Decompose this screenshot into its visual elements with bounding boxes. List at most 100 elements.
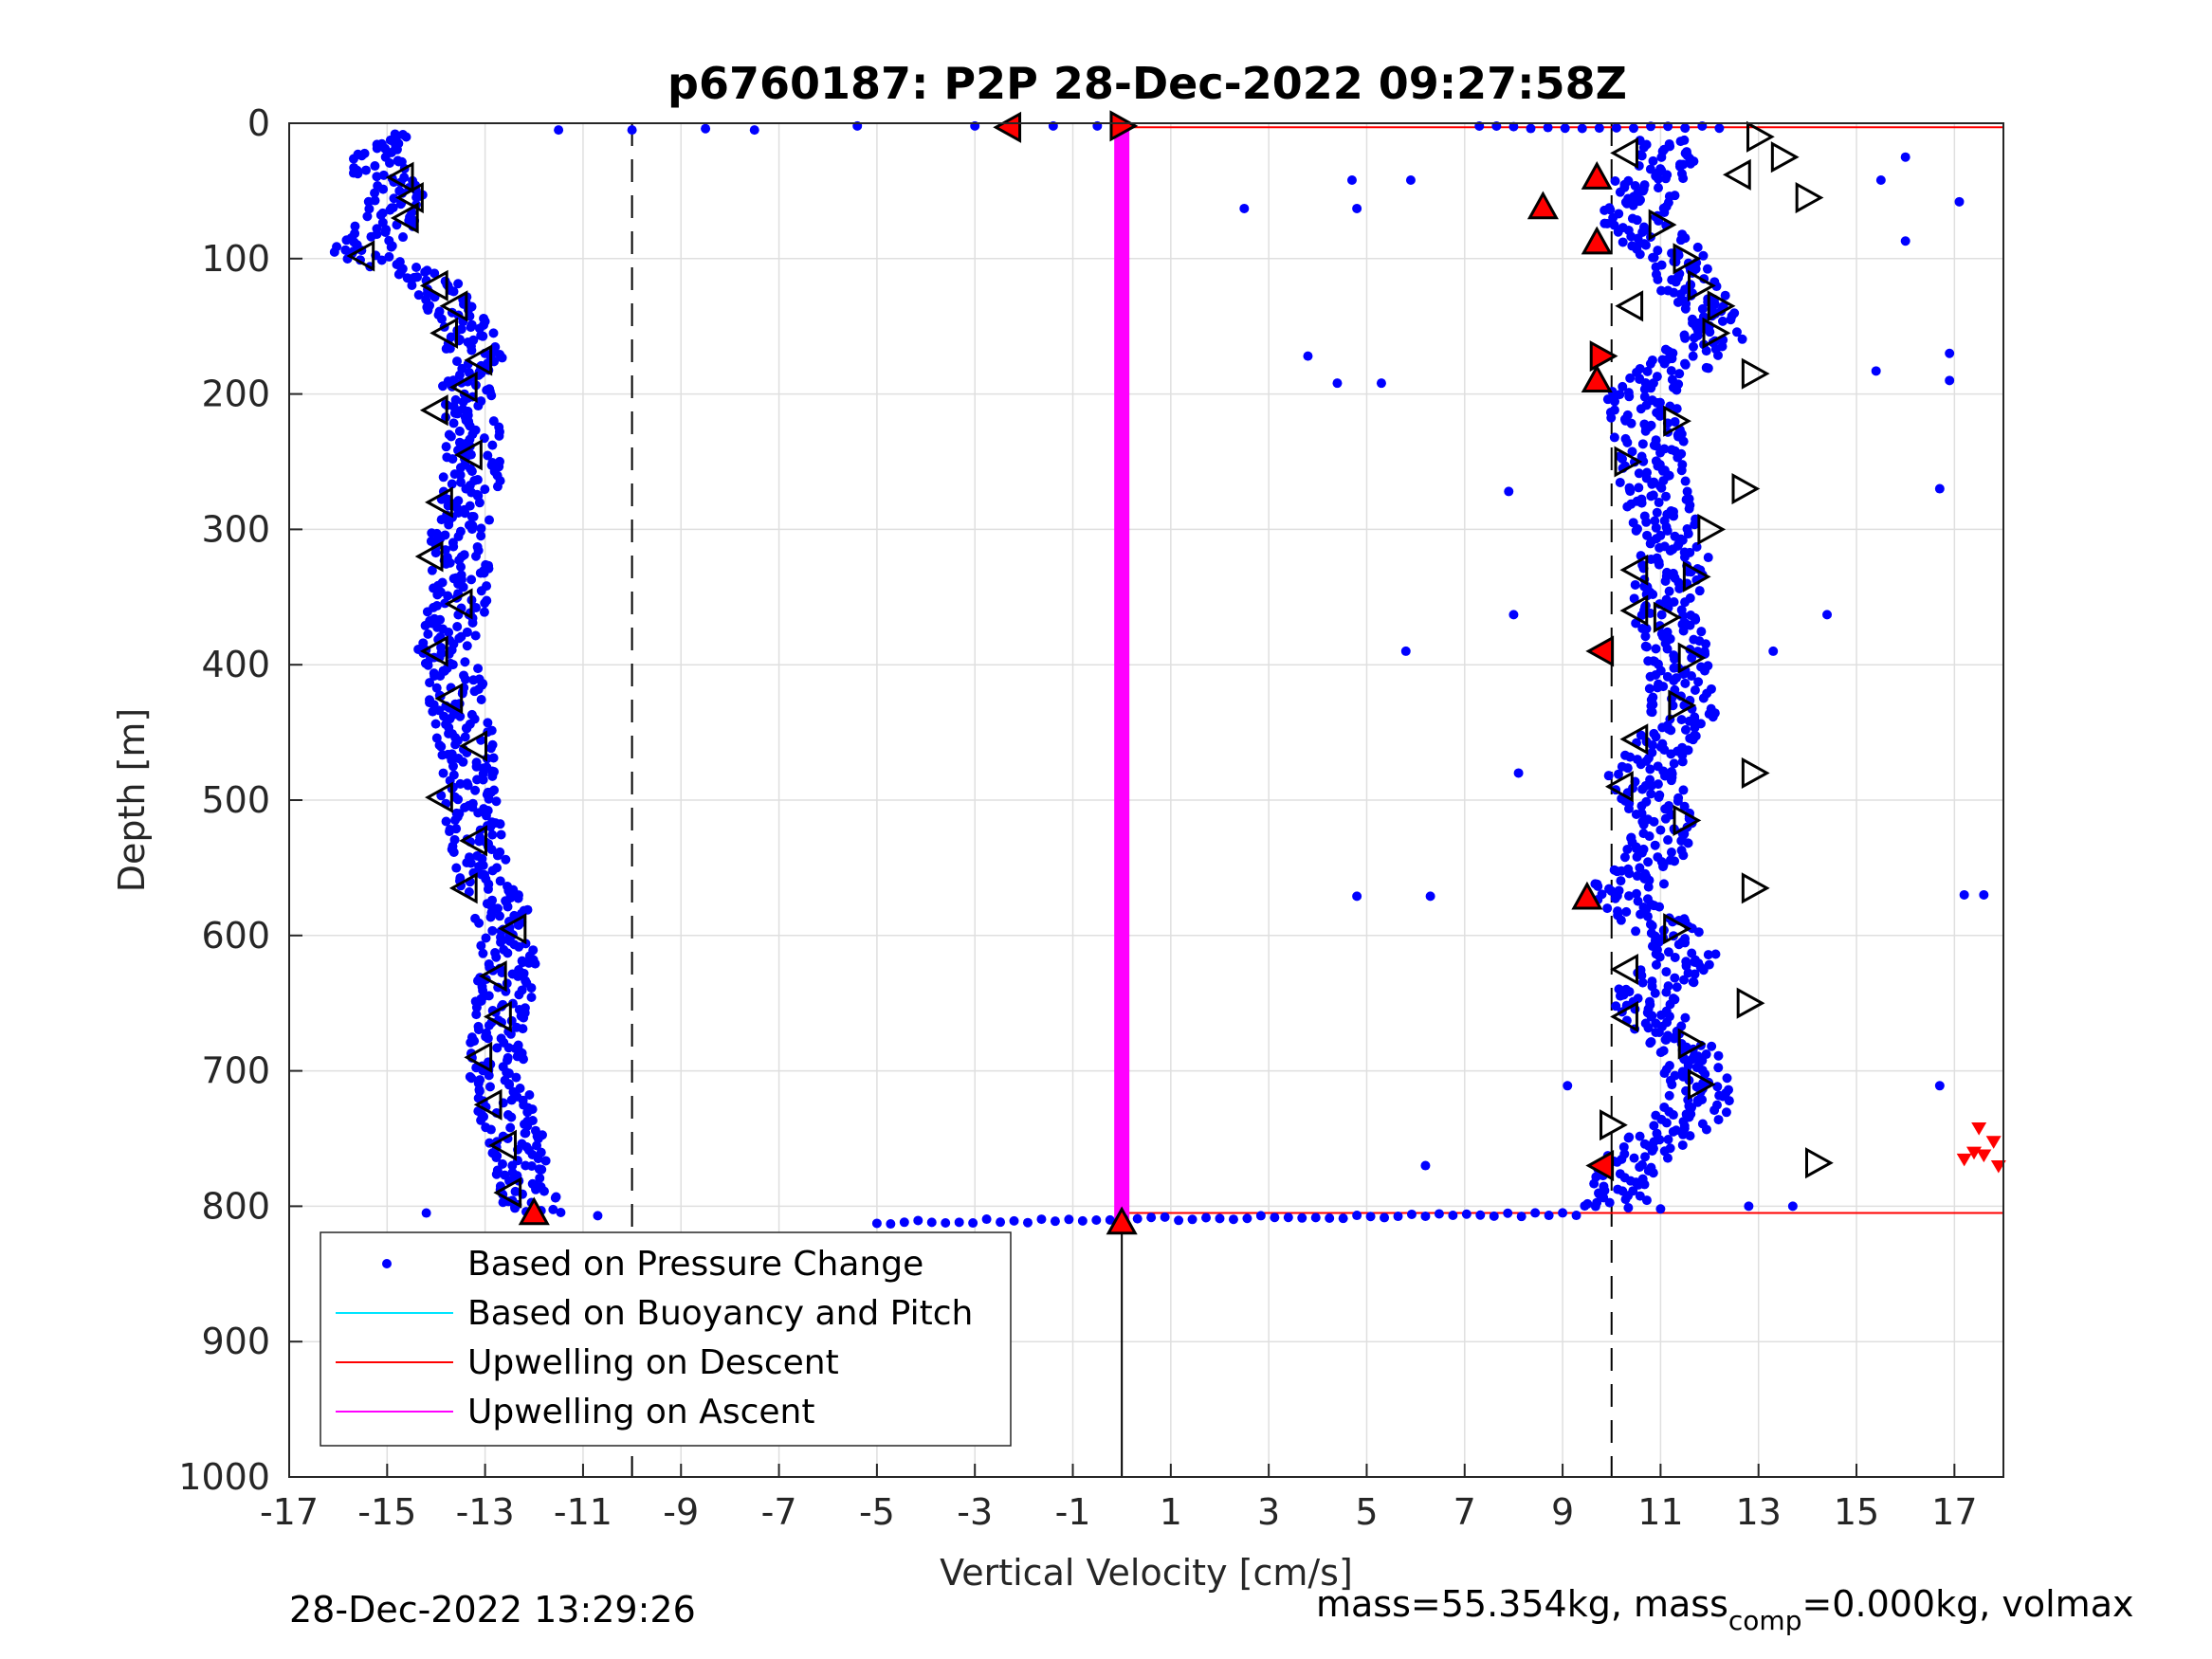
data-point bbox=[1875, 174, 1886, 185]
data-point bbox=[375, 210, 386, 220]
data-point bbox=[1635, 249, 1645, 260]
data-point bbox=[1434, 1209, 1444, 1219]
data-point bbox=[1653, 274, 1663, 284]
data-point bbox=[1297, 1212, 1307, 1223]
x-tick-label: -15 bbox=[357, 1491, 416, 1533]
x-tick-label: 3 bbox=[1257, 1491, 1280, 1533]
data-point bbox=[441, 558, 451, 569]
red-triangle-marker bbox=[518, 1196, 550, 1226]
data-point bbox=[401, 132, 411, 142]
data-point bbox=[1721, 1107, 1731, 1118]
descent-triangle-marker bbox=[390, 202, 419, 234]
data-point bbox=[1653, 246, 1663, 256]
data-point bbox=[498, 1197, 508, 1208]
x-tick-label: -11 bbox=[554, 1491, 612, 1533]
red-cluster-marker bbox=[1971, 1121, 1987, 1136]
data-point bbox=[487, 925, 498, 936]
data-point bbox=[360, 165, 371, 175]
data-point bbox=[372, 143, 382, 154]
data-point bbox=[1683, 529, 1693, 539]
data-point bbox=[1687, 652, 1697, 663]
data-point bbox=[370, 161, 380, 172]
data-point bbox=[1643, 857, 1654, 867]
data-point bbox=[362, 211, 373, 222]
data-point bbox=[1671, 277, 1681, 287]
data-point bbox=[497, 353, 507, 363]
data-point bbox=[476, 531, 486, 541]
data-point bbox=[486, 845, 497, 855]
x-tick-label: -3 bbox=[957, 1491, 993, 1533]
data-point bbox=[440, 598, 450, 609]
data-point bbox=[1508, 121, 1519, 132]
data-point bbox=[487, 830, 498, 840]
data-point bbox=[1713, 1063, 1724, 1073]
data-point bbox=[1283, 1212, 1293, 1223]
data-point bbox=[466, 574, 477, 585]
data-point bbox=[1242, 1213, 1252, 1224]
data-point bbox=[1513, 768, 1524, 778]
y-tick-label: 200 bbox=[201, 374, 270, 415]
data-point bbox=[1613, 769, 1623, 779]
data-point bbox=[1365, 1212, 1376, 1222]
descent-triangle-marker bbox=[448, 371, 478, 404]
y-tick-label: 100 bbox=[201, 238, 270, 280]
data-point bbox=[1647, 1145, 1657, 1156]
data-point bbox=[494, 430, 504, 441]
data-point bbox=[443, 591, 453, 601]
data-point bbox=[481, 811, 491, 821]
data-point bbox=[1636, 498, 1647, 508]
data-point bbox=[1713, 1115, 1724, 1125]
y-tick-label: 1000 bbox=[178, 1456, 270, 1498]
left-triangle-marker bbox=[1604, 771, 1634, 803]
data-point bbox=[522, 1107, 533, 1118]
data-point bbox=[532, 1140, 542, 1151]
data-point bbox=[1659, 1068, 1670, 1079]
data-point bbox=[492, 850, 503, 861]
y-tick-label: 900 bbox=[201, 1321, 270, 1362]
x-tick-label: 13 bbox=[1736, 1491, 1782, 1533]
data-point bbox=[1661, 967, 1672, 977]
data-point bbox=[1688, 351, 1698, 361]
data-point bbox=[473, 401, 484, 411]
data-point bbox=[384, 251, 394, 262]
descent-triangle-marker bbox=[414, 540, 444, 573]
data-point bbox=[1692, 1097, 1703, 1107]
data-point bbox=[1979, 889, 1989, 900]
data-point bbox=[386, 242, 396, 252]
data-point bbox=[1680, 123, 1691, 134]
data-point bbox=[466, 345, 477, 356]
data-point bbox=[363, 196, 374, 207]
data-point bbox=[1670, 973, 1680, 983]
data-point bbox=[1627, 447, 1637, 457]
data-point bbox=[1675, 235, 1686, 246]
data-point bbox=[518, 1024, 528, 1034]
data-point bbox=[1615, 187, 1625, 197]
data-point bbox=[1639, 392, 1650, 402]
data-point bbox=[1255, 1211, 1266, 1221]
data-point bbox=[448, 454, 458, 465]
data-point bbox=[436, 791, 447, 801]
data-point bbox=[1678, 626, 1689, 636]
red-triangle-marker bbox=[1109, 110, 1139, 142]
data-point bbox=[413, 290, 424, 301]
ascent-triangle-marker bbox=[1688, 1068, 1716, 1101]
data-point bbox=[506, 1095, 517, 1105]
data-point bbox=[1707, 1041, 1717, 1051]
descent-triangle-marker bbox=[464, 1041, 493, 1073]
data-point bbox=[1639, 384, 1650, 394]
timestamp-text: 28-Dec-2022 13:29:26 bbox=[289, 1589, 696, 1631]
data-point bbox=[1160, 1212, 1170, 1222]
ascent-triangle-marker bbox=[1741, 357, 1770, 390]
data-point bbox=[1672, 385, 1682, 395]
data-point bbox=[1651, 1028, 1661, 1038]
data-point bbox=[1669, 511, 1679, 521]
legend-box bbox=[320, 1231, 1012, 1447]
data-point bbox=[1623, 1202, 1634, 1212]
data-point bbox=[519, 1054, 529, 1065]
red-triangle-marker bbox=[1585, 1150, 1615, 1182]
data-point bbox=[1563, 1081, 1573, 1091]
data-point bbox=[372, 172, 382, 182]
data-point bbox=[1636, 151, 1647, 161]
x-axis-label: Vertical Velocity [cm/s] bbox=[940, 1552, 1353, 1594]
data-point bbox=[1673, 795, 1683, 806]
